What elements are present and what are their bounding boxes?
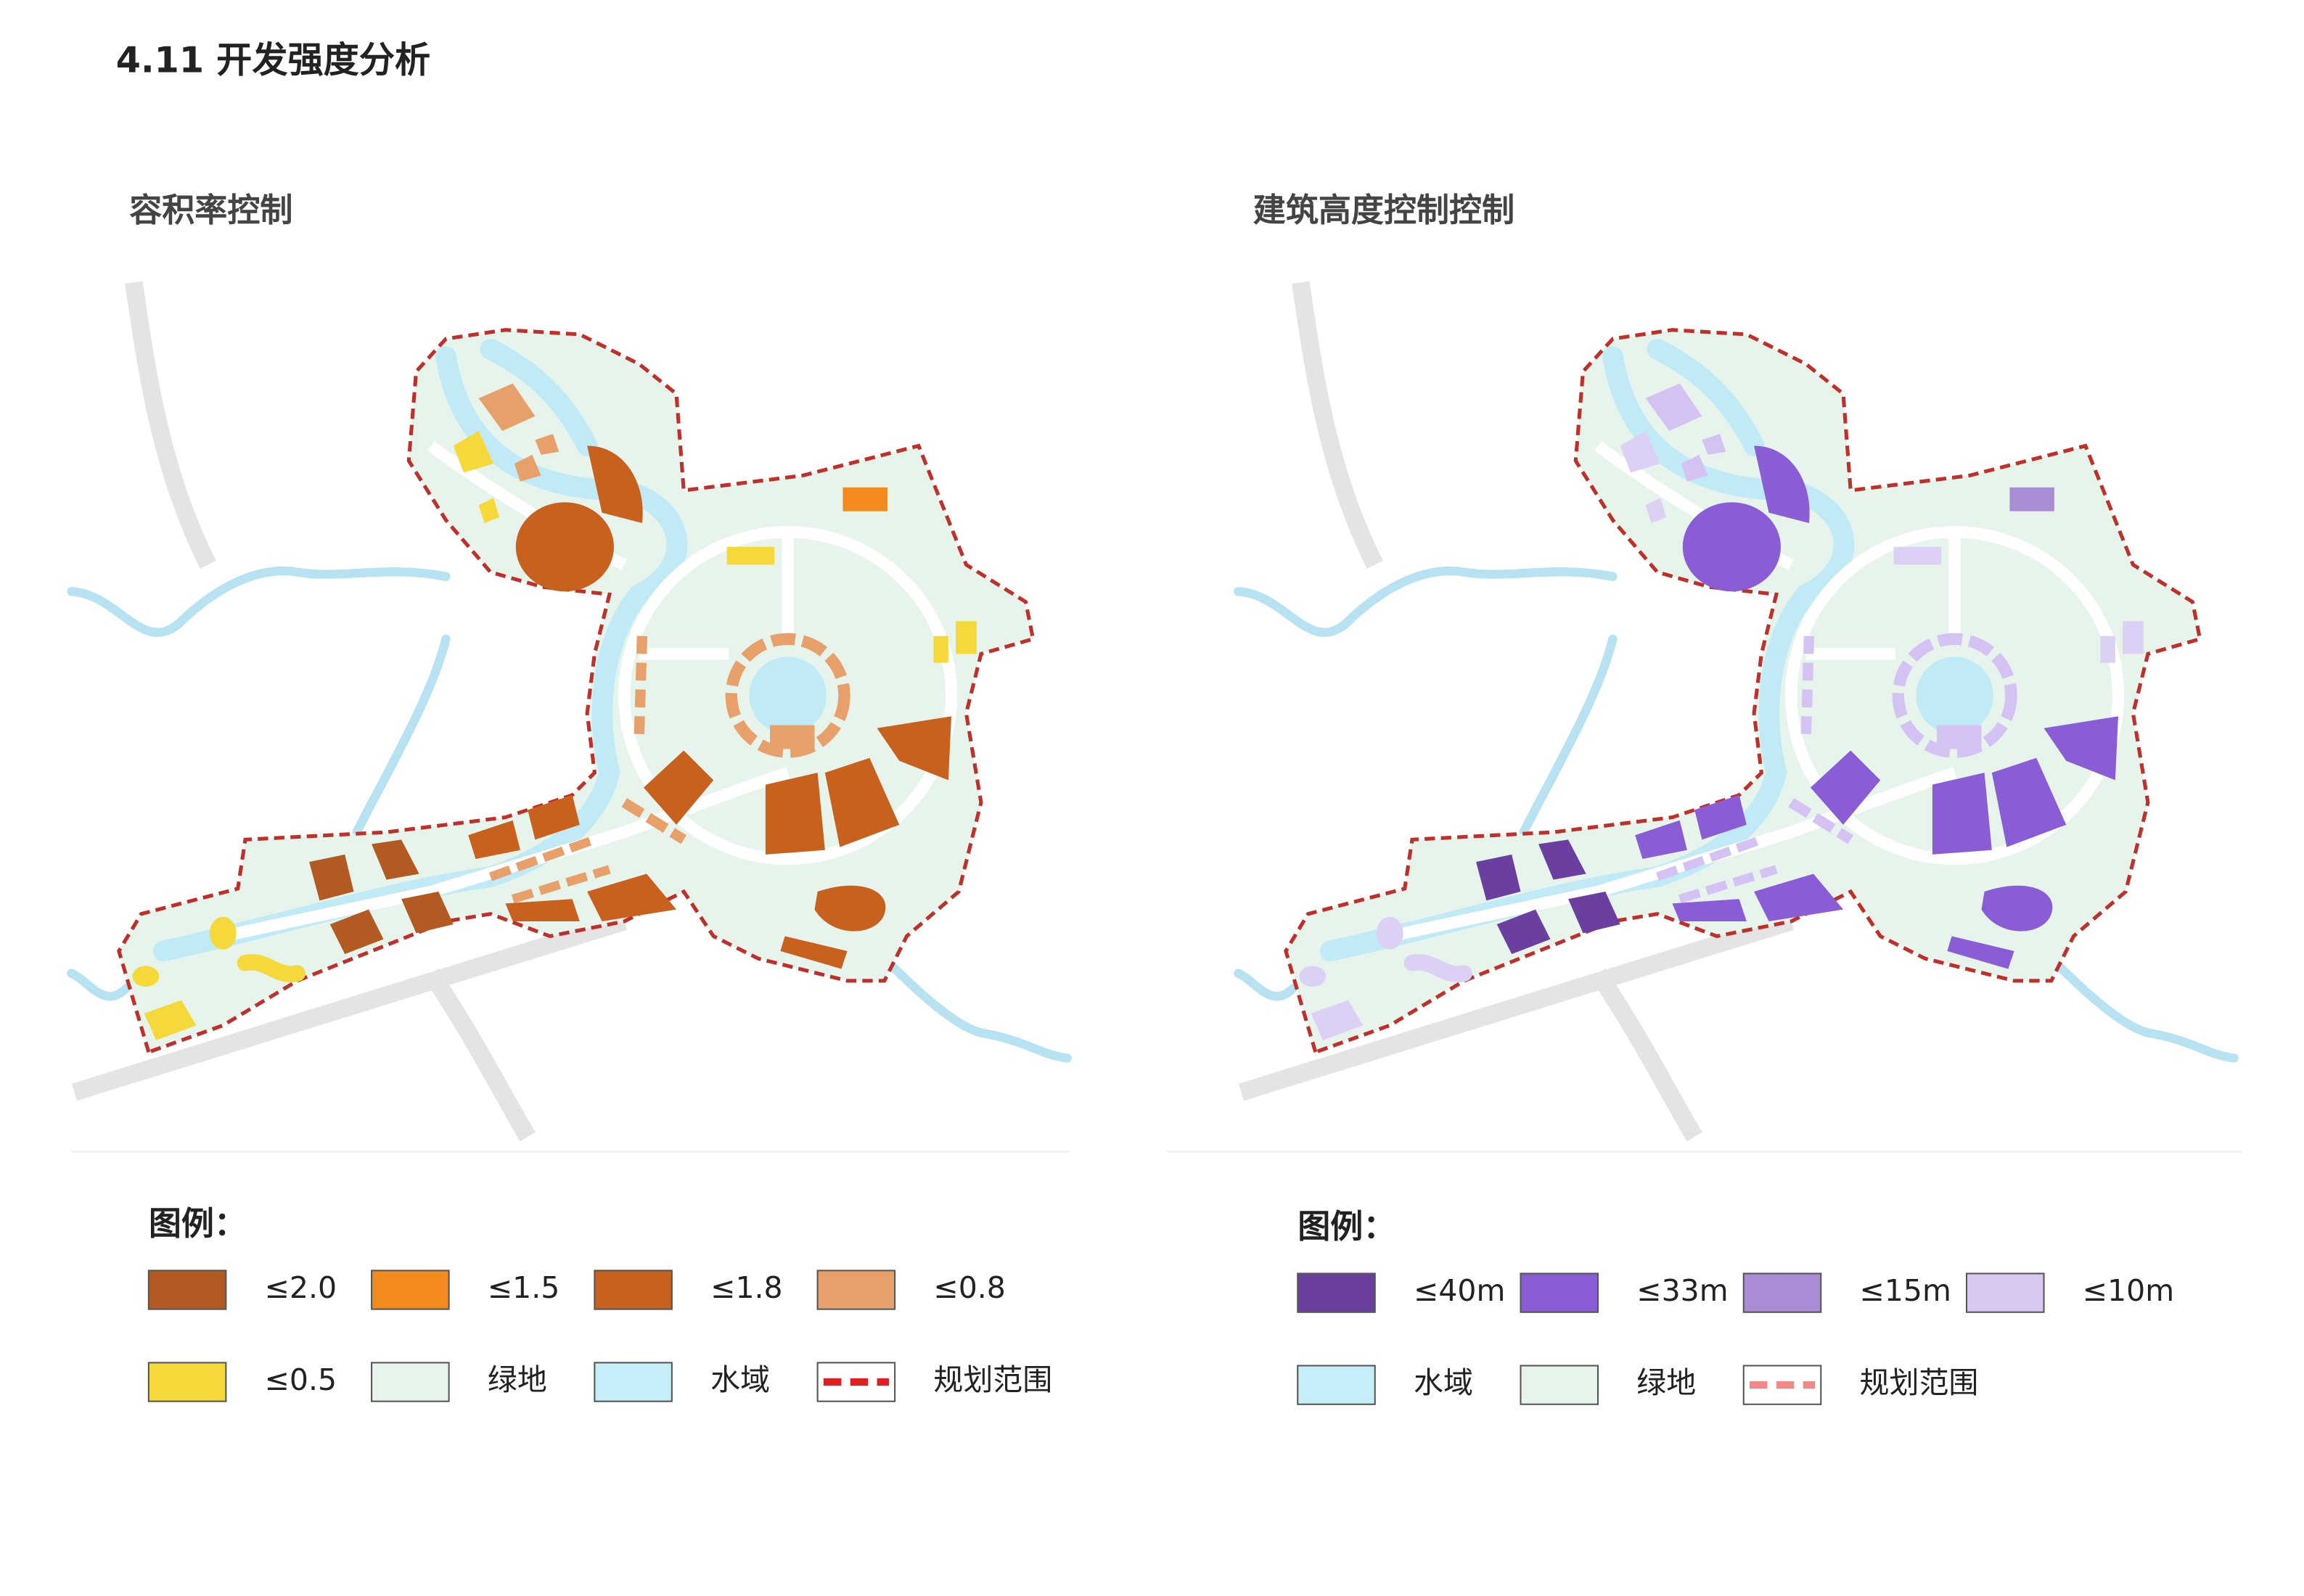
legend-label: 绿地 — [1636, 1365, 1696, 1400]
road — [71, 281, 627, 1142]
map — [1234, 281, 2239, 1142]
panel-title: 建筑高度控制控制 — [1253, 191, 1514, 229]
legend-label: ≤0.8 — [933, 1270, 1005, 1305]
map — [67, 281, 1072, 1142]
legend-swatch — [594, 1270, 673, 1310]
legend-label: 规划范围 — [933, 1362, 1052, 1397]
blocks — [132, 383, 977, 1040]
legend-title: 图例： — [149, 1204, 247, 1243]
legend-label: ≤10m — [2083, 1273, 2174, 1308]
legend-label: 水域 — [710, 1362, 770, 1397]
legend-swatch — [147, 1270, 227, 1310]
legend-swatch — [371, 1362, 450, 1402]
legend-label: ≤33m — [1636, 1273, 1728, 1308]
legend-swatch — [147, 1362, 227, 1402]
legend-swatch — [816, 1270, 896, 1310]
blocks — [1299, 383, 2144, 1040]
legend-swatch — [1520, 1365, 1599, 1405]
legend-swatch — [1520, 1272, 1599, 1313]
legend-label: ≤40m — [1414, 1273, 1505, 1308]
legend-label: 规划范围 — [1860, 1365, 1979, 1400]
panel-title: 容积率控制 — [129, 191, 292, 229]
legend-title: 图例： — [1297, 1207, 1395, 1246]
legend-swatch — [594, 1362, 673, 1402]
lake — [1916, 657, 1993, 734]
legend-label: ≤15m — [1860, 1273, 1951, 1308]
lake — [749, 657, 827, 734]
river — [67, 567, 1072, 1063]
legend-label: ≤1.8 — [710, 1270, 782, 1305]
legend-swatch — [1965, 1272, 2045, 1313]
legend-swatch — [371, 1270, 450, 1310]
road — [1238, 281, 1794, 1142]
legend-swatch — [1742, 1272, 1822, 1313]
legend-swatch — [1297, 1272, 1376, 1313]
legend-label: ≤0.5 — [265, 1362, 337, 1397]
legend-label: 绿地 — [488, 1362, 547, 1397]
legend-label: ≤2.0 — [265, 1270, 337, 1305]
legend-label: ≤1.5 — [488, 1270, 559, 1305]
legend-swatch — [1297, 1365, 1376, 1405]
page-title: 4.11 开发强度分析 — [116, 39, 430, 81]
river — [1234, 567, 2239, 1063]
legend-label: 水域 — [1414, 1365, 1473, 1400]
